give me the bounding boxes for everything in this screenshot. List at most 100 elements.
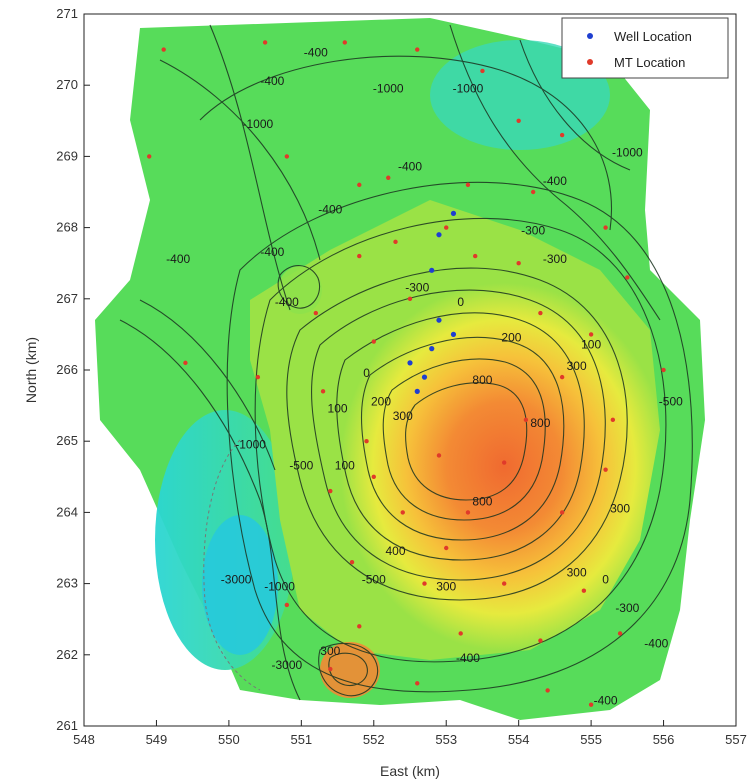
mt-location-point <box>284 154 290 159</box>
mt-location-point <box>320 389 326 394</box>
contour-value-label: -400 <box>260 245 284 259</box>
legend-swatch-mt <box>587 59 593 65</box>
x-tick-label: 553 <box>435 732 457 747</box>
contour-value-label: -1000 <box>453 81 484 95</box>
contour-value-label: -300 <box>405 281 429 295</box>
y-tick-label: 271 <box>56 6 78 21</box>
contour-value-label: -400 <box>644 637 668 651</box>
x-tick-label: 551 <box>290 732 312 747</box>
mt-location-point <box>588 702 594 707</box>
contour-value-label: 300 <box>436 580 456 594</box>
mt-location-point <box>328 666 333 672</box>
y-tick-label: 263 <box>56 576 78 591</box>
x-tick-label: 555 <box>580 732 602 747</box>
high-zone <box>250 200 660 660</box>
mt-location-point <box>357 182 362 188</box>
contour-labels: -400 -400 -1000 -400 -1000 -1000 -1000 -400 -400… <box>166 46 683 708</box>
contour-value-label: -3000 <box>221 573 252 587</box>
contour-value-label: 0 <box>457 295 464 309</box>
contour-value-label: 200 <box>371 395 391 409</box>
well-location-point <box>429 346 435 352</box>
contour-value-label: 0 <box>363 366 370 380</box>
contour-value-label: 100 <box>328 402 348 416</box>
mt-location-point <box>473 253 478 259</box>
mt-location-point <box>559 510 565 515</box>
mt-location-point <box>371 339 376 344</box>
mt-location-point <box>400 510 405 515</box>
reference-trace <box>203 439 261 691</box>
legend-box <box>561 17 729 79</box>
high-zone-south <box>320 642 380 698</box>
mt-location-point <box>183 360 188 366</box>
contour-value-label: 300 <box>393 409 413 423</box>
mt-location-point <box>161 47 166 52</box>
x-tick-label: 550 <box>218 732 240 747</box>
x-tick-label: 552 <box>363 732 385 747</box>
contour-value-label: 300 <box>567 565 587 579</box>
mt-location-point <box>501 581 507 586</box>
contour-value-label: -1000 <box>243 117 274 131</box>
mt-location-point <box>530 189 536 195</box>
mt-location-point <box>371 474 376 479</box>
well-location-point <box>429 267 435 273</box>
mt-location-point <box>422 581 427 586</box>
contour-value-label: 200 <box>501 331 521 345</box>
contour-value-label: 300 <box>567 359 587 373</box>
well-location-point <box>450 331 457 337</box>
low-zone-deep <box>202 515 278 655</box>
contour-value-label: -500 <box>362 573 386 587</box>
legend-swatch-well <box>587 33 593 39</box>
x-tick-label: 554 <box>508 732 530 747</box>
mt-location-point <box>538 638 543 643</box>
y-tick-label: 268 <box>56 220 78 235</box>
mt-location-point <box>538 310 543 316</box>
contour-value-label: -300 <box>615 601 639 615</box>
contour-value-label: -400 <box>543 174 567 188</box>
legend-label-mt: MT Location <box>614 55 685 70</box>
mt-location-point <box>357 253 362 259</box>
x-axis: 548 549 550 551 552 553 554 555 556 557 <box>73 720 747 747</box>
mt-location-point <box>147 154 152 159</box>
contour-value-label: -400 <box>594 694 618 708</box>
mt-location-point <box>458 631 463 636</box>
y-axis: 261 262 263 264 265 266 267 268 269 270 271 <box>56 6 90 733</box>
contour-value-label: 100 <box>581 338 601 352</box>
mt-location-point <box>407 296 413 301</box>
contour-value-label: -1000 <box>612 145 643 159</box>
well-location-point <box>436 317 442 323</box>
mt-location-point <box>364 439 369 444</box>
mt-location-point <box>603 467 608 472</box>
contour-value-label: 400 <box>385 544 405 558</box>
mt-location-point <box>465 182 471 188</box>
well-location-point <box>421 374 428 380</box>
contour-value-label: -1000 <box>235 437 266 451</box>
y-tick-label: 264 <box>56 504 78 519</box>
contour-value-label: -1000 <box>373 81 404 95</box>
mt-location-point <box>516 261 521 266</box>
contour-value-label: -300 <box>543 252 567 266</box>
y-tick-label: 270 <box>56 77 78 92</box>
mt-location-point <box>501 460 507 465</box>
mt-location-point <box>588 332 594 337</box>
contour-value-label: -400 <box>260 74 284 88</box>
mt-location-point <box>386 175 391 180</box>
mt-location-point <box>342 40 347 45</box>
mt-location-point <box>610 417 616 423</box>
mt-location-point <box>357 624 362 629</box>
mt-location-point <box>444 225 449 230</box>
mt-location-point <box>480 68 485 74</box>
mt-location-point <box>516 118 521 124</box>
mt-location-point <box>523 417 529 423</box>
x-tick-label: 548 <box>73 732 95 747</box>
mt-location-point <box>617 631 623 636</box>
mt-location-point <box>465 510 471 515</box>
contour-value-label: 100 <box>335 459 355 473</box>
contour-value-label: -1000 <box>264 580 295 594</box>
mt-location-point <box>262 40 268 45</box>
y-tick-label: 267 <box>56 291 78 306</box>
mt-location-point <box>349 560 355 565</box>
mt-location-point <box>444 545 449 551</box>
mt-location-point <box>415 681 420 686</box>
mt-location-point <box>581 588 587 593</box>
